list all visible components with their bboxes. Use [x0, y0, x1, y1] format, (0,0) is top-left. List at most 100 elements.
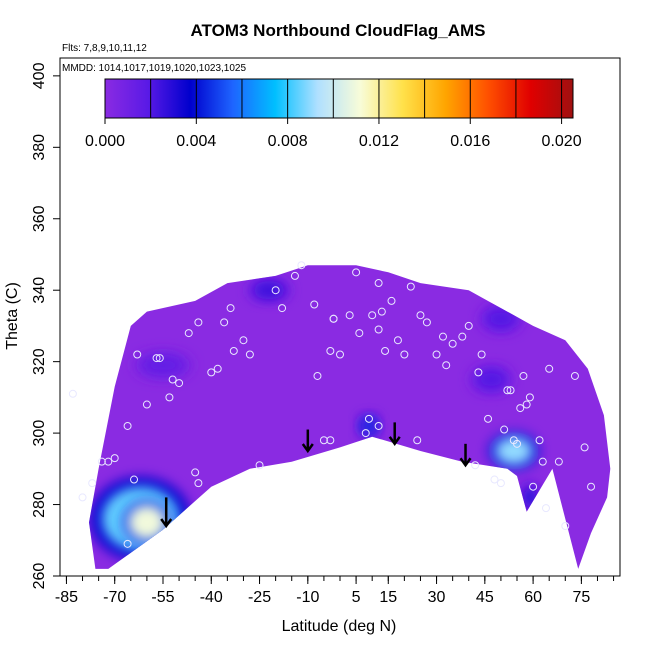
- field-blob: [494, 436, 534, 466]
- sample-point: [477, 350, 486, 359]
- arrow: [388, 422, 401, 446]
- field-blob: [484, 308, 518, 330]
- sample-point: [290, 271, 299, 280]
- field-blobs: [90, 278, 539, 561]
- field-blob: [253, 281, 286, 300]
- sample-point: [400, 350, 409, 359]
- sample-point: [580, 443, 589, 452]
- sample-point: [226, 304, 235, 313]
- sample-point: [496, 479, 505, 488]
- x-tick-label: 75: [572, 589, 590, 606]
- sample-point: [368, 311, 377, 320]
- x-axis: -85 -70 -55 -40 -25 -10 5 15 30 45 60 75: [55, 576, 615, 606]
- sample-point: [361, 429, 370, 438]
- field-blob: [360, 417, 378, 435]
- sample-point: [471, 461, 480, 470]
- sample-point: [355, 329, 364, 338]
- sample-point: [310, 300, 319, 309]
- arrow: [301, 429, 314, 454]
- x-tick-label: -10: [296, 589, 319, 606]
- sample-point: [194, 318, 203, 327]
- x-tick-label: 45: [476, 589, 494, 606]
- sample-point: [184, 329, 193, 338]
- sample-point: [519, 371, 528, 380]
- arrow: [160, 497, 173, 529]
- field-blob: [475, 368, 508, 391]
- sample-point: [432, 350, 441, 359]
- sample-point: [229, 346, 238, 355]
- sample-point: [326, 436, 335, 445]
- sample-point: [104, 457, 113, 466]
- sample-point: [490, 475, 499, 484]
- sample-point: [352, 268, 361, 277]
- x-tick-label: -40: [200, 589, 223, 606]
- y-tick-label: 280: [31, 491, 48, 518]
- sample-point: [500, 425, 509, 434]
- colorbar-tick-label: 0.000: [85, 133, 125, 150]
- chart-title: ATOM3 Northbound CloudFlag_AMS: [191, 21, 486, 40]
- sample-point: [529, 482, 538, 491]
- x-tick-label: 60: [524, 589, 542, 606]
- sample-point: [422, 318, 431, 327]
- x-axis-title: Latitude (deg N): [282, 618, 397, 635]
- sample-point: [545, 364, 554, 373]
- sample-point: [97, 457, 106, 466]
- sample-point: [374, 325, 383, 334]
- sample-point: [416, 311, 425, 320]
- y-tick-label: 300: [31, 420, 48, 447]
- sample-point: [513, 439, 522, 448]
- sample-point: [538, 457, 547, 466]
- sample-point: [239, 336, 248, 345]
- y-tick-label: 260: [31, 563, 48, 590]
- colorbar-tick-label: 0.008: [268, 133, 308, 150]
- sample-point: [554, 457, 563, 466]
- x-tick-label: 15: [379, 589, 397, 606]
- sample-point: [88, 479, 97, 488]
- sample-point: [561, 521, 570, 530]
- y-axis-title: Theta (C): [4, 282, 21, 350]
- sample-point: [130, 475, 139, 484]
- colorbar-bar: [104, 78, 574, 119]
- x-tick-label: -70: [103, 589, 126, 606]
- sample-point: [336, 350, 344, 359]
- sample-point: [345, 311, 354, 320]
- sample-point: [413, 436, 422, 445]
- sample-point: [381, 346, 390, 355]
- sample-point: [313, 371, 322, 380]
- sample-point: [406, 282, 415, 291]
- sample-point: [364, 414, 373, 423]
- contour-field: [89, 265, 611, 569]
- x-tick-label: -25: [248, 589, 271, 606]
- sample-point: [123, 539, 132, 548]
- y-tick-label: 400: [31, 62, 48, 89]
- sample-point: [377, 307, 386, 316]
- sample-point: [525, 393, 534, 402]
- sample-point: [175, 379, 184, 388]
- colorbar-dividers: [150, 79, 563, 118]
- field-blob: [127, 504, 167, 541]
- flights-note: Flts: 7,8,9,10,11,12: [62, 43, 147, 54]
- sample-point: [155, 354, 164, 363]
- y-tick-label: 380: [31, 134, 48, 161]
- sample-point: [191, 468, 200, 477]
- y-tick-label: 340: [31, 277, 48, 304]
- colorbar-tick-label: 0.012: [359, 133, 399, 150]
- x-tick-label: -85: [55, 589, 78, 606]
- y-axis: 260 280 300 320 340 360 380 400: [31, 62, 60, 589]
- sample-point: [484, 414, 493, 423]
- sample-point: [297, 261, 306, 270]
- sample-point: [245, 350, 254, 359]
- sample-point: [516, 404, 525, 413]
- sample-point: [220, 318, 229, 327]
- dates-note: MMDD: 1014,1017,1019,1020,1023,1025: [62, 63, 246, 74]
- colorbar-tick-label: 0.004: [176, 133, 216, 150]
- colorbar-ticks: 0.000 0.004 0.008 0.012 0.016 0.020: [85, 118, 582, 150]
- sample-point: [541, 504, 550, 513]
- sample-point: [207, 368, 216, 377]
- sample-point: [374, 421, 383, 430]
- x-tick-label: 30: [428, 589, 446, 606]
- sample-point: [319, 436, 328, 445]
- x-tick-label: 5: [352, 589, 361, 606]
- sample-point: [474, 368, 483, 377]
